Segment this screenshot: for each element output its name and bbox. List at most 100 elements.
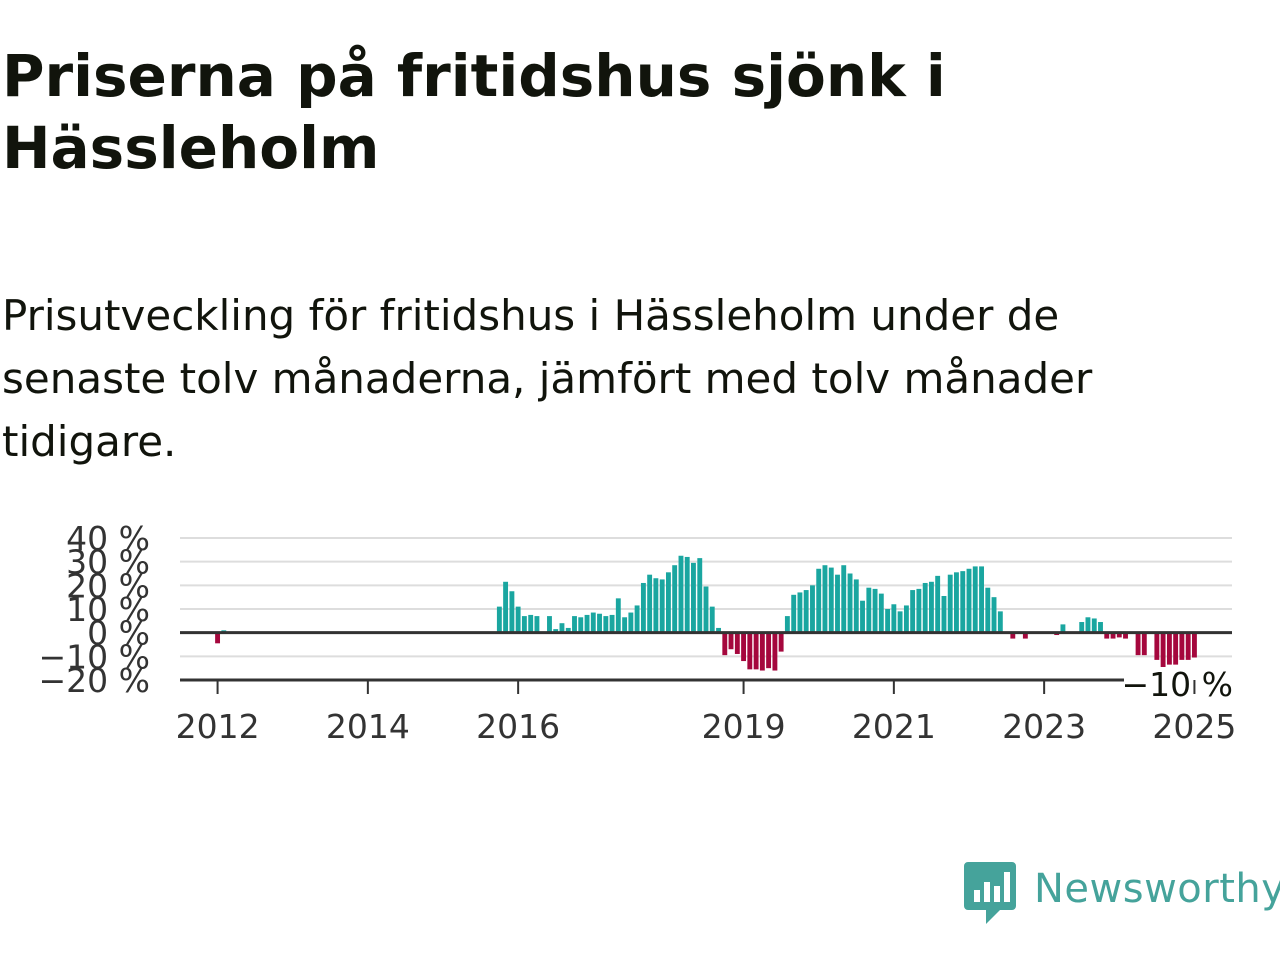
bar — [935, 575, 941, 633]
bar — [1022, 632, 1028, 639]
gridlines — [180, 537, 1232, 658]
bar — [979, 566, 984, 633]
bar — [603, 616, 609, 633]
bar — [1085, 617, 1091, 633]
bar — [628, 612, 634, 633]
bar — [991, 597, 997, 633]
bar — [734, 632, 740, 654]
bar — [954, 572, 959, 633]
bar — [515, 606, 521, 633]
bar — [1104, 632, 1110, 639]
bar — [866, 587, 872, 633]
newsworthy-logo-icon — [964, 862, 1016, 924]
bar — [553, 629, 559, 633]
bar — [1166, 632, 1172, 665]
bar — [722, 632, 728, 656]
bar — [1098, 622, 1103, 633]
last-value-label: −10 % — [1122, 665, 1234, 704]
bar — [578, 617, 584, 633]
bar — [941, 595, 947, 633]
bars — [215, 555, 1197, 671]
bar — [835, 574, 840, 633]
bar — [659, 579, 665, 633]
bar — [903, 605, 909, 633]
x-tick-label: 2023 — [1002, 707, 1086, 746]
bar — [947, 574, 953, 633]
bar — [1060, 624, 1066, 633]
bar — [759, 632, 765, 671]
bar — [1123, 632, 1128, 639]
bar — [678, 555, 684, 633]
bar — [547, 616, 552, 633]
bar — [697, 558, 703, 633]
bar-chart: −20 %−10 %0 %10 %20 %30 %40 % 2012 2014 20… — [39, 519, 1237, 746]
bar — [916, 588, 922, 633]
y-tick-label: 10 % — [66, 590, 150, 629]
bar — [791, 594, 797, 633]
bar — [1091, 618, 1097, 633]
bar — [728, 632, 734, 650]
bar — [503, 581, 509, 633]
bar — [584, 614, 590, 633]
bar — [590, 612, 596, 633]
bar — [691, 562, 696, 633]
x-tick-label: 2012 — [176, 707, 260, 746]
bar — [797, 592, 803, 633]
bar — [716, 627, 721, 633]
bar — [741, 632, 747, 662]
bar — [615, 598, 621, 633]
bar — [847, 573, 853, 633]
annotation: −10 % — [1122, 665, 1234, 704]
bar — [810, 585, 815, 633]
y-tick-label: −10 % — [39, 637, 151, 676]
y-tick-label: −20 % — [39, 661, 151, 700]
bar — [634, 605, 640, 633]
bar — [885, 609, 891, 633]
bar — [496, 606, 502, 633]
bar — [1160, 632, 1166, 667]
bar — [853, 579, 859, 633]
bar — [803, 590, 809, 633]
bar — [1141, 632, 1147, 656]
bar — [922, 582, 928, 633]
bar — [559, 623, 565, 633]
x-tick-label: 2021 — [852, 707, 936, 746]
bar — [928, 581, 934, 633]
bar — [1185, 632, 1191, 660]
bar — [1010, 632, 1016, 639]
bar — [878, 593, 884, 633]
bar — [960, 571, 966, 633]
bar — [985, 587, 991, 633]
y-axis-labels: −20 %−10 %0 %10 %20 %30 %40 % — [39, 519, 151, 700]
bar — [872, 588, 878, 633]
bar — [1116, 632, 1122, 638]
bar — [828, 567, 834, 633]
bar — [1191, 632, 1197, 658]
bar — [647, 574, 653, 633]
bar — [665, 572, 671, 633]
bar — [521, 616, 527, 633]
axes — [180, 631, 1232, 694]
brand-name: Newsworthy — [1034, 866, 1280, 912]
bar — [684, 556, 690, 633]
x-tick-label: 2025 — [1152, 707, 1236, 746]
bar — [784, 616, 790, 633]
x-tick-label: 2019 — [702, 707, 786, 746]
bar — [534, 616, 540, 633]
bar — [1179, 632, 1185, 660]
bar — [772, 632, 778, 671]
bar — [709, 606, 715, 633]
bar — [597, 613, 602, 633]
bar — [1154, 632, 1160, 660]
bar — [509, 591, 515, 633]
x-tick-label: 2014 — [326, 707, 410, 746]
y-tick-label: 40 % — [66, 519, 150, 558]
bar — [860, 600, 865, 633]
bar — [1110, 632, 1116, 639]
bar — [640, 582, 646, 633]
bar — [572, 616, 577, 633]
bar — [703, 586, 709, 633]
bar — [897, 611, 903, 633]
bar — [672, 565, 678, 633]
x-axis-labels: 2012 2014 2016 2019 2021 2023 2025 — [176, 707, 1237, 746]
